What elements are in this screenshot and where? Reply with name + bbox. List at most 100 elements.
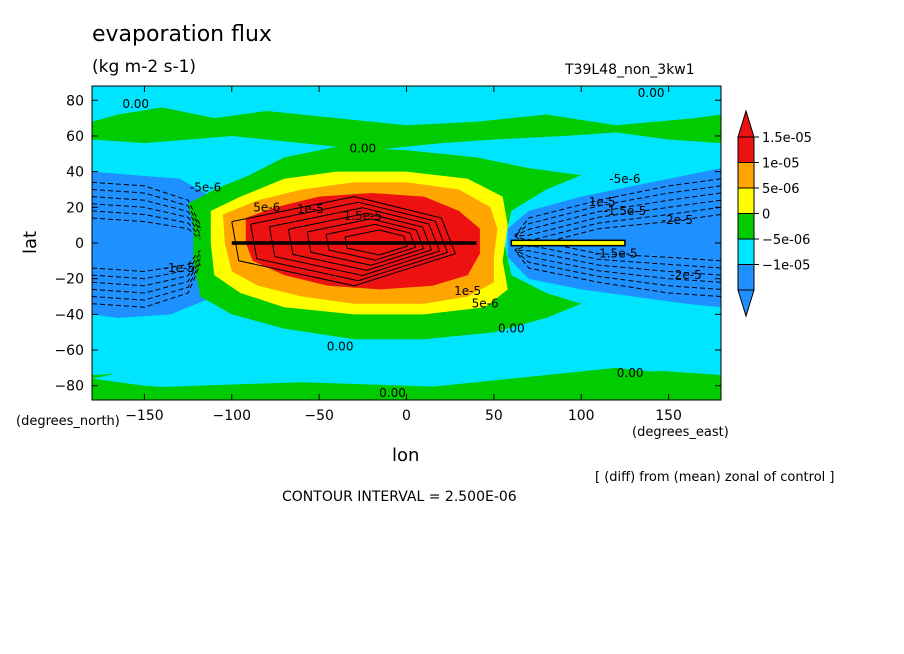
- contour-line: [344, 229, 409, 256]
- y-tick-label: −40: [54, 307, 84, 323]
- colorbar: 1.5e-05 1e-05 5e-06 0 −5e-06 −1e-05: [737, 109, 812, 318]
- contour-label: 0.00: [349, 141, 376, 155]
- colorbar-segment: [737, 136, 755, 163]
- contour-line: [92, 252, 201, 280]
- contour-line: [231, 196, 457, 287]
- diff-note: [ (diff) from (mean) zonal of control ]: [595, 470, 835, 485]
- y-tick-label: 0: [75, 236, 84, 252]
- contour-label: 5e-6: [253, 200, 280, 214]
- contour-line: [269, 207, 441, 277]
- contour-line: [514, 192, 721, 237]
- colorbar-label: −1e-05: [762, 259, 810, 274]
- contour-line: [514, 244, 721, 269]
- contour-label: -5e-6: [609, 172, 640, 186]
- y-tick-label: 40: [66, 165, 84, 181]
- colorbar-label: 5e-06: [762, 182, 800, 197]
- y-tick-label: −80: [54, 379, 84, 395]
- x-axis-units: (degrees_east): [632, 425, 729, 440]
- contour-line: [514, 206, 721, 242]
- contour-label: -1.5e-5: [595, 247, 638, 261]
- y-tick-label: −20: [54, 272, 84, 288]
- x-tick-label: 150: [655, 408, 682, 424]
- x-tick-label: −150: [125, 408, 163, 424]
- contour-interval: CONTOUR INTERVAL = 2.500E-06: [282, 489, 517, 505]
- contour-line: [92, 255, 201, 287]
- colorbar-label: 1e-05: [762, 157, 800, 172]
- contour-line: [306, 218, 425, 266]
- contour-line: [92, 258, 201, 294]
- colorbar-segment: [737, 238, 755, 265]
- contour-label: -1e-5: [164, 261, 195, 275]
- north-green-band: [92, 107, 721, 151]
- contour-label: 1.5e-5: [344, 209, 382, 223]
- x-tick-label: 0: [402, 408, 411, 424]
- contour-line: [325, 223, 417, 261]
- colorbar-top-arrow: [737, 109, 755, 138]
- contour-label: 1e-5: [297, 202, 324, 216]
- contour-line: [92, 203, 201, 234]
- contour-line: [92, 196, 201, 232]
- contour-line: [514, 178, 721, 237]
- contour-label: 0.00: [638, 86, 665, 100]
- south-green-edge: [92, 382, 721, 400]
- colorbar-label: −5e-06: [762, 233, 810, 248]
- colorbar-label: 1.5e-05: [762, 131, 812, 146]
- filled-contours: [92, 86, 721, 400]
- y-tick-label: 60: [66, 129, 84, 145]
- contour-line: [92, 217, 201, 240]
- contour-line: [250, 201, 449, 282]
- equatorial-band: [510, 239, 626, 247]
- contour-line: [92, 261, 201, 301]
- y-tick-label: 20: [66, 200, 84, 216]
- contour-line: [92, 264, 201, 308]
- red-region: [245, 193, 480, 290]
- y-tick-label: −60: [54, 343, 84, 359]
- colorbar-segment: [737, 162, 755, 189]
- x-tick-label: 50: [485, 408, 503, 424]
- east-negative-region: [507, 168, 721, 308]
- contour-line: [287, 212, 433, 271]
- contour-lines: [92, 178, 721, 308]
- colorbar-segment: [737, 264, 755, 291]
- run-label: T39L48_non_3kw1: [565, 62, 695, 78]
- contour-label: 0.00: [122, 97, 149, 111]
- south-cyan-inner: [92, 350, 721, 393]
- contour-line: [514, 238, 721, 262]
- contour-line: [92, 210, 201, 237]
- contour-label: -2e-5: [662, 213, 693, 227]
- colorbar-bottom-arrow: [737, 289, 755, 318]
- contour-line: [514, 185, 721, 237]
- x-tick-label: 100: [568, 408, 595, 424]
- contour-line: [514, 249, 721, 283]
- contour-label: 1e-5: [589, 195, 616, 209]
- y-axis-units: (degrees_north): [16, 414, 120, 429]
- contour-label: -2e-5: [670, 268, 701, 282]
- x-tick-label: −50: [304, 408, 334, 424]
- colorbar-segment: [737, 187, 755, 214]
- west-negative-region: [92, 171, 215, 318]
- contour-line: [92, 181, 201, 226]
- contour-line: [514, 249, 721, 290]
- contour-label: 0.00: [379, 386, 406, 400]
- contour-line: [514, 249, 721, 297]
- contour-label: -1.5e-5: [604, 204, 647, 218]
- contour-line: [514, 199, 721, 237]
- contour-label: 0.00: [617, 366, 644, 380]
- contour-label: -5e-6: [190, 181, 221, 195]
- x-tick-label: −100: [213, 408, 251, 424]
- y-tick-label: 80: [66, 93, 84, 109]
- contour-label: 0.00: [327, 339, 354, 353]
- contour-labels: 0.000.000.00-5e-6-5e-61e-5-1.5e-5-2e-55e…: [122, 86, 701, 400]
- contour-line: [92, 189, 201, 229]
- axes: −150 −100 −50 0 50 100 150 −80 −60 −40 −20 0 20 40 60 8…: [54, 86, 721, 424]
- equatorial-line: [231, 241, 477, 245]
- chart-title: evaporation flux: [92, 22, 272, 47]
- colorbar-label: 0: [762, 208, 770, 223]
- contour-label: 5e-6: [472, 297, 499, 311]
- contour-line: [514, 249, 721, 276]
- x-axis-label: lon: [392, 445, 420, 466]
- colorbar-segment: [737, 213, 755, 240]
- contour-label: 0.00: [498, 322, 525, 336]
- contour-label: 1e-5: [454, 284, 481, 298]
